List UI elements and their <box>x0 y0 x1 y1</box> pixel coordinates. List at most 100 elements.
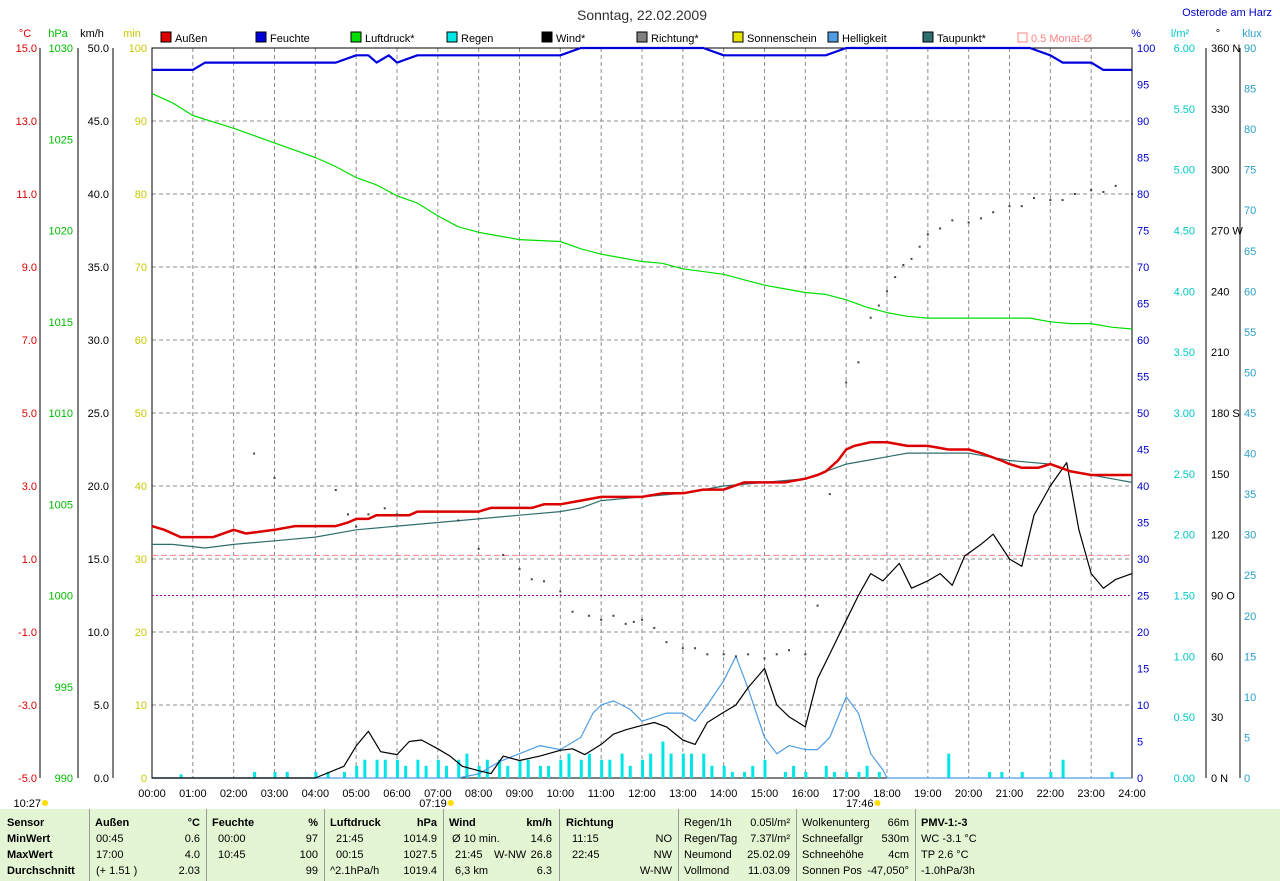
direction-point <box>763 657 766 660</box>
tick-label-wind_kmh: 10.0 <box>88 627 109 639</box>
tick-label-rain_lm2: 4.00 <box>1174 286 1195 298</box>
richtung-r2-value: NW <box>653 849 672 861</box>
wolken-value: 66m <box>887 817 909 829</box>
rain-bar <box>792 765 796 778</box>
rain-bar <box>375 759 379 778</box>
rain-bar <box>690 753 693 778</box>
vollmond-label: Vollmond <box>684 865 730 877</box>
series-line-wind <box>152 462 1133 779</box>
tick-label-wind_kmh: 15.0 <box>88 554 109 566</box>
direction-point <box>600 618 603 621</box>
series-line-auen <box>151 440 1132 539</box>
rain-bar <box>314 771 318 778</box>
tick-label-rain_lm2: 6.00 <box>1174 43 1195 55</box>
direction-point <box>641 618 643 621</box>
x-tick-label: 03:00 <box>261 788 289 800</box>
direction-point <box>1008 205 1011 208</box>
rain-bar <box>1110 771 1114 778</box>
tick-label-brightness_klux: 25 <box>1244 570 1256 582</box>
direction-point <box>543 580 545 583</box>
wind-run-value: 6.3 <box>536 865 552 877</box>
rain-bar <box>751 765 755 778</box>
tick-label-temperature_c: -5.0 <box>18 773 37 785</box>
tick-label-sunshine_min: 90 <box>135 116 147 128</box>
direction-point <box>477 547 480 550</box>
direction-point <box>559 590 562 593</box>
unit-label: l/m² <box>1171 28 1190 40</box>
tick-label-brightness_klux: 15 <box>1244 651 1256 663</box>
legend-swatch <box>160 31 172 43</box>
series-lines <box>151 46 1133 779</box>
tick-label-humidity_pct: 25 <box>1137 591 1149 603</box>
aussen-avg: 2.03 <box>178 865 200 877</box>
tick-label-direction_deg: 30 <box>1211 712 1223 724</box>
x-tick-label: 10:00 <box>547 788 575 800</box>
rain-bar <box>804 771 808 778</box>
tick-label-rain_lm2: 2.00 <box>1174 530 1195 542</box>
now-marker-dot <box>42 800 48 806</box>
unit-label: °C <box>19 28 31 40</box>
tick-label-pressure_hpa: 1025 <box>49 134 73 146</box>
tick-label-sunshine_min: 80 <box>135 189 147 201</box>
x-tick-label: 09:00 <box>506 788 534 800</box>
tick-label-temperature_c: 11.0 <box>16 189 37 201</box>
tick-label-brightness_klux: 35 <box>1244 489 1256 501</box>
tick-label-direction_deg: 270 W <box>1211 226 1243 238</box>
tick-label-sunshine_min: 100 <box>129 43 147 55</box>
direction-point <box>979 217 982 220</box>
tick-label-direction_deg: 0 N <box>1211 773 1228 785</box>
tick-label-brightness_klux: 30 <box>1244 530 1256 542</box>
tick-label-temperature_c: 15.0 <box>16 43 37 55</box>
direction-point <box>632 620 635 623</box>
tick-label-brightness_klux: 85 <box>1244 84 1256 96</box>
tick-label-temperature_c: 1.0 <box>22 554 37 566</box>
tick-label-rain_lm2: 3.00 <box>1174 408 1195 420</box>
rain-bar <box>947 753 951 778</box>
x-tick-label: 06:00 <box>383 788 411 800</box>
rain-bar <box>608 759 612 778</box>
rain-bar <box>710 765 714 778</box>
tick-label-humidity_pct: 100 <box>1137 43 1155 55</box>
direction-point <box>747 653 750 656</box>
legend-label: Außen <box>175 33 207 45</box>
direction-point <box>665 641 668 644</box>
unit-label: hPa <box>48 28 68 40</box>
wind-gust-value: 26.8 <box>530 849 552 861</box>
tick-label-humidity_pct: 60 <box>1137 335 1149 347</box>
feuchte-unit: % <box>308 817 318 829</box>
tick-label-humidity_pct: 20 <box>1137 627 1149 639</box>
aussen-header: Außen <box>95 817 130 829</box>
tick-label-brightness_klux: 5 <box>1244 732 1250 744</box>
tick-label-wind_kmh: 5.0 <box>94 700 109 712</box>
tick-label-brightness_klux: 0 <box>1244 773 1250 785</box>
luftdruck-min-time: 21:45 <box>336 833 364 845</box>
rain-bar <box>547 765 551 778</box>
tick-label-pressure_hpa: 995 <box>55 682 73 694</box>
wind-run-label: 6,3 km <box>455 865 489 877</box>
direction-point <box>804 653 807 656</box>
rain-bar <box>743 771 747 778</box>
rain-bar <box>355 765 359 778</box>
tick-label-humidity_pct: 55 <box>1137 372 1149 384</box>
x-tick-label: 05:00 <box>342 788 370 800</box>
richtung-r1-time: 11:15 <box>572 833 599 845</box>
weather-chart: Sonntag, 22.02.2009 Osterode am Harz Auß… <box>13 7 1272 809</box>
tick-label-pressure_hpa: 1010 <box>49 408 73 420</box>
tick-label-sunshine_min: 30 <box>135 554 147 566</box>
legend-label: Regen <box>461 33 493 45</box>
tick-label-brightness_klux: 70 <box>1244 205 1256 217</box>
rain-bar <box>722 765 726 778</box>
tick-label-sunshine_min: 40 <box>135 481 147 493</box>
tick-label-rain_lm2: 2.50 <box>1174 469 1195 481</box>
feuchte-avg: 99 <box>305 865 318 877</box>
direction-point <box>518 568 521 571</box>
rain-bar <box>526 759 530 778</box>
rain-bar <box>445 765 448 778</box>
feuchte-min-time: 00:00 <box>218 833 246 845</box>
rain-bar <box>1061 759 1065 778</box>
direction-point <box>734 655 737 658</box>
tick-label-humidity_pct: 45 <box>1137 445 1149 457</box>
rain-bar <box>383 759 387 778</box>
tick-label-direction_deg: 90 O <box>1211 591 1235 603</box>
direction-point <box>1102 190 1105 193</box>
